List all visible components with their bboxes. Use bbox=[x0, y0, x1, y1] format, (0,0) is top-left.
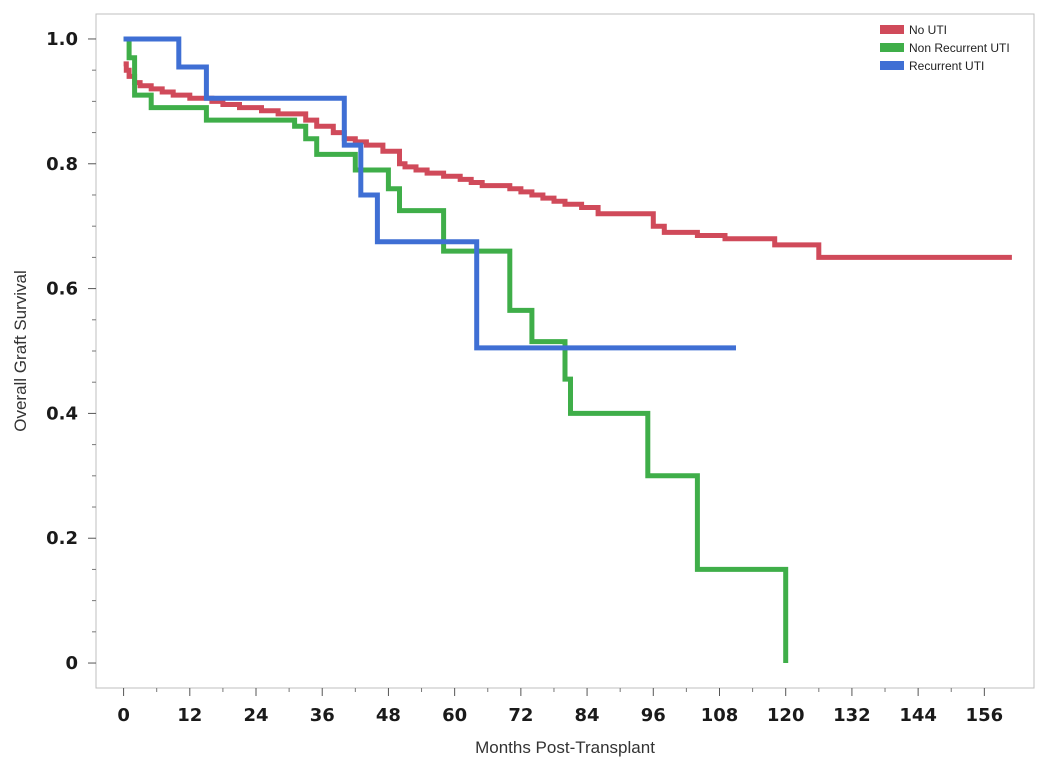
x-tick-label: 96 bbox=[641, 705, 666, 726]
y-tick-label: 0.2 bbox=[46, 528, 78, 549]
series-line-1 bbox=[123, 36, 789, 663]
x-tick-label: 36 bbox=[310, 705, 335, 726]
y-tick-label: 1.0 bbox=[46, 29, 78, 50]
x-tick-label: 60 bbox=[442, 705, 467, 726]
x-tick-label: 12 bbox=[177, 705, 202, 726]
legend-label: Non Recurrent UTI bbox=[909, 41, 1010, 55]
x-tick-label: 84 bbox=[575, 705, 600, 726]
legend-swatch bbox=[880, 43, 904, 52]
x-tick-label: 108 bbox=[701, 705, 739, 726]
legend-swatch bbox=[880, 61, 904, 70]
y-tick-label: 0.6 bbox=[46, 279, 78, 300]
x-tick-label: 132 bbox=[833, 705, 871, 726]
x-tick-label: 0 bbox=[117, 705, 130, 726]
x-axis-title: Months Post-Transplant bbox=[475, 738, 655, 757]
x-tick-label: 144 bbox=[899, 705, 937, 726]
y-tick-label: 0.8 bbox=[46, 154, 78, 175]
x-tick-label: 48 bbox=[376, 705, 401, 726]
series-line-2 bbox=[123, 36, 736, 351]
x-tick-label: 24 bbox=[243, 705, 268, 726]
legend-label: No UTI bbox=[909, 23, 947, 37]
legend-swatch bbox=[880, 25, 904, 34]
series-lines bbox=[123, 36, 1012, 663]
legend-label: Recurrent UTI bbox=[909, 59, 984, 73]
y-tick-label: 0 bbox=[65, 653, 78, 674]
x-tick-label: 120 bbox=[767, 705, 805, 726]
axis-ticks: 0 12 24 36 48 60 72 84 96 108 120 132 144 156 0 0.2 0.4 0… bbox=[46, 29, 1003, 726]
x-tick-label: 156 bbox=[966, 705, 1004, 726]
legend: No UTI Non Recurrent UTI Recurrent UTI bbox=[880, 23, 1010, 73]
x-tick-label: 72 bbox=[508, 705, 533, 726]
series-line-0 bbox=[123, 61, 1012, 260]
y-axis-title: Overall Graft Survival bbox=[11, 270, 30, 432]
y-tick-label: 0.4 bbox=[46, 403, 78, 424]
